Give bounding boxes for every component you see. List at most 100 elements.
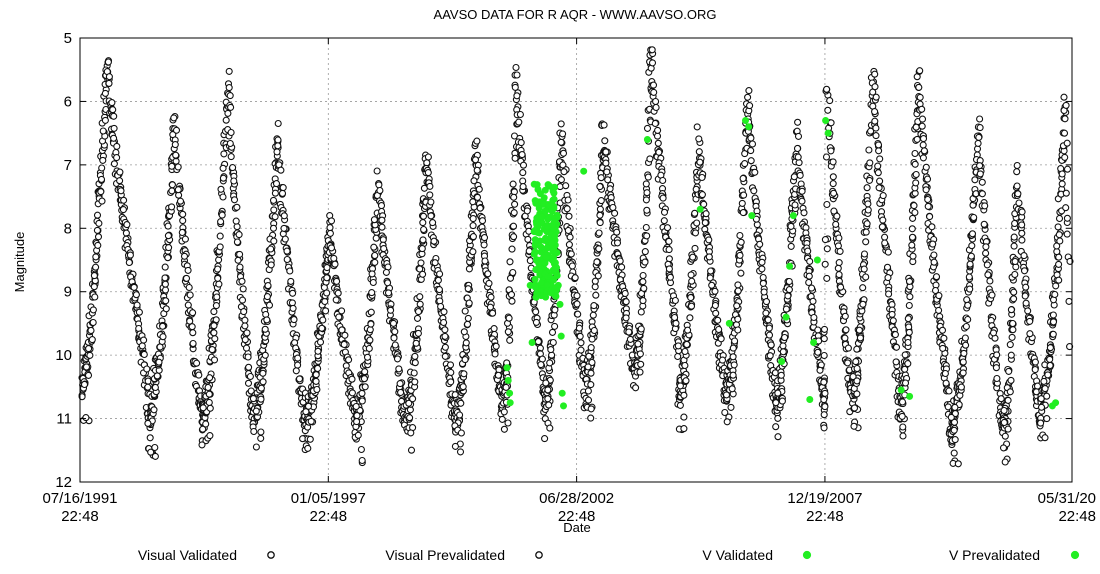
visual-observation-point bbox=[762, 309, 770, 317]
visual-observation-point bbox=[637, 325, 645, 333]
visual-observation-point bbox=[622, 298, 630, 306]
visual-observation-point bbox=[451, 391, 459, 399]
visual-observation-point bbox=[457, 429, 465, 437]
visual-observation-point bbox=[143, 365, 151, 373]
visual-observation-point bbox=[640, 284, 648, 292]
visual-observation-point bbox=[909, 214, 917, 222]
visual-observation-point bbox=[1031, 366, 1039, 374]
visual-observation-point bbox=[651, 119, 659, 128]
visual-observation-point bbox=[929, 240, 937, 248]
v-observation-point bbox=[552, 292, 560, 300]
visual-observation-point bbox=[294, 361, 302, 369]
visual-observation-point bbox=[1007, 351, 1015, 359]
visual-observation-point bbox=[765, 324, 773, 332]
v-observation-point bbox=[538, 213, 546, 221]
visual-observation-point bbox=[596, 183, 604, 191]
v-observation-point bbox=[1052, 399, 1060, 407]
visual-observation-point bbox=[912, 179, 920, 187]
visual-observation-point bbox=[259, 378, 267, 386]
visual-observation-point bbox=[965, 273, 973, 281]
visual-observation-point bbox=[273, 148, 281, 156]
visual-observation-point bbox=[91, 293, 99, 301]
visual-observation-point bbox=[94, 241, 102, 249]
visual-observation-point bbox=[1046, 361, 1054, 370]
visual-observation-point bbox=[665, 237, 673, 245]
visual-observation-point bbox=[447, 368, 455, 377]
visual-observation-point bbox=[189, 339, 197, 348]
visual-observation-point bbox=[470, 177, 478, 185]
visual-observation-point bbox=[992, 364, 1000, 372]
visual-observation-point bbox=[420, 225, 428, 234]
visual-observation-point bbox=[252, 443, 260, 451]
visual-observation-point bbox=[1005, 367, 1013, 375]
visual-observation-point bbox=[639, 271, 647, 280]
visual-observation-point bbox=[557, 176, 565, 184]
visual-observation-point bbox=[313, 385, 321, 394]
visual-observation-point bbox=[814, 348, 822, 356]
visual-observation-point bbox=[794, 118, 802, 126]
visual-observation-point bbox=[234, 256, 242, 264]
visual-observation-point bbox=[360, 375, 368, 383]
visual-observation-point bbox=[259, 369, 267, 377]
visual-observation-point bbox=[174, 163, 182, 171]
visual-observation-point bbox=[695, 148, 703, 156]
visual-observation-point bbox=[682, 377, 690, 385]
visual-observation-point bbox=[98, 197, 106, 205]
visual-observation-point bbox=[1022, 283, 1030, 291]
v-observation-point bbox=[559, 402, 567, 410]
v-observation-point bbox=[556, 300, 564, 308]
visual-observation-point bbox=[210, 329, 218, 337]
visual-observation-point bbox=[621, 289, 629, 298]
x-tick-label: 06/28/2002 bbox=[539, 490, 614, 507]
visual-observation-point bbox=[424, 169, 432, 177]
visual-observation-point bbox=[354, 431, 362, 439]
visual-observation-point bbox=[397, 388, 405, 397]
visual-observation-point bbox=[674, 342, 682, 350]
visual-observation-point bbox=[856, 334, 864, 342]
visual-observation-point bbox=[363, 353, 372, 361]
visual-observation-point bbox=[416, 300, 424, 308]
visual-observation-point bbox=[728, 385, 736, 393]
visual-observation-point bbox=[377, 202, 386, 210]
visual-observation-point bbox=[1006, 388, 1014, 396]
visual-observation-point bbox=[280, 212, 288, 220]
visual-observation-point bbox=[841, 334, 849, 342]
visual-observation-point bbox=[358, 456, 366, 465]
visual-observation-point bbox=[835, 234, 843, 242]
visual-observation-point bbox=[510, 233, 518, 241]
visual-observation-point bbox=[596, 219, 604, 227]
visual-observation-point bbox=[863, 220, 871, 228]
visual-observation-point bbox=[375, 181, 383, 189]
visual-observation-point bbox=[821, 389, 829, 397]
visual-observation-point bbox=[646, 155, 654, 163]
visual-observation-point bbox=[686, 314, 694, 322]
visual-observation-point bbox=[238, 296, 247, 304]
legend-marker bbox=[535, 551, 543, 559]
y-tick-label: 7 bbox=[64, 157, 72, 174]
visual-observation-point bbox=[908, 233, 917, 241]
visual-observation-point bbox=[876, 155, 884, 163]
v-observation-point bbox=[531, 283, 539, 291]
visual-observation-point bbox=[172, 126, 181, 134]
v-observation-point bbox=[725, 319, 733, 327]
visual-observation-point bbox=[283, 255, 291, 264]
visual-observation-point bbox=[798, 187, 806, 195]
visual-observation-point bbox=[734, 281, 742, 289]
visual-observation-point bbox=[701, 219, 709, 227]
visual-observation-point bbox=[940, 334, 948, 342]
visual-observation-point bbox=[636, 350, 644, 358]
visual-observation-point bbox=[688, 277, 696, 285]
visual-observation-point bbox=[105, 79, 113, 87]
visual-observation-point bbox=[480, 234, 489, 242]
v-observation-point bbox=[696, 205, 704, 213]
visual-observation-point bbox=[906, 293, 914, 301]
visual-observation-point bbox=[760, 288, 768, 296]
visual-observation-point bbox=[321, 297, 329, 306]
visual-observation-point bbox=[746, 102, 754, 110]
visual-observation-point bbox=[294, 354, 302, 362]
visual-observation-point bbox=[368, 270, 376, 278]
visual-observation-point bbox=[736, 251, 744, 259]
visual-observation-point bbox=[643, 206, 651, 214]
visual-observation-point bbox=[1011, 257, 1019, 266]
